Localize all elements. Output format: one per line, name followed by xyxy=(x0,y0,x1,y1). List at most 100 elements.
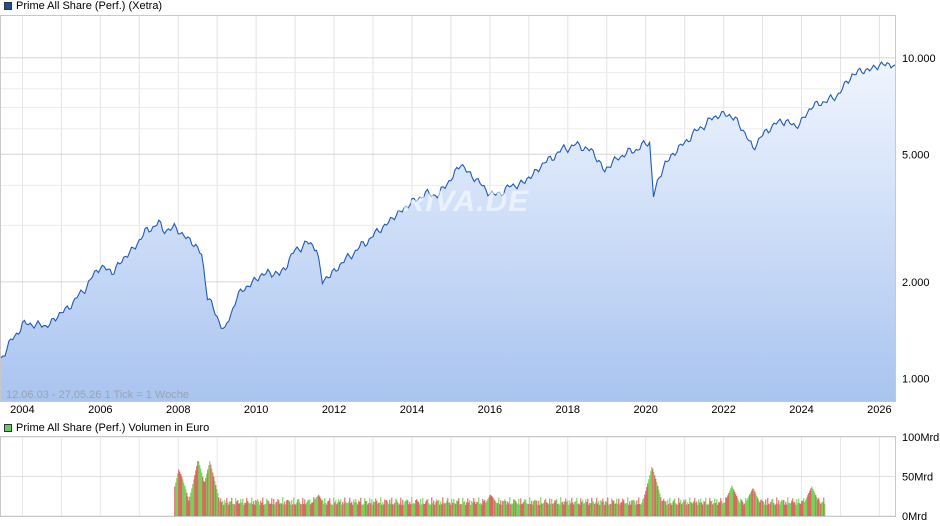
volume-bar xyxy=(670,503,672,516)
volume-bar xyxy=(270,503,272,516)
price-panel-frame xyxy=(0,15,896,402)
volume-bar xyxy=(702,504,704,516)
volume-bar xyxy=(372,504,374,516)
volume-bar xyxy=(388,504,390,516)
volume-bar xyxy=(449,502,451,516)
volume-bar xyxy=(808,493,810,516)
volume-bar xyxy=(775,504,777,516)
volume-bar xyxy=(201,472,203,516)
volume-bar xyxy=(650,471,652,516)
volume-bar xyxy=(715,502,717,516)
volume-bar xyxy=(785,501,787,516)
volume-bar xyxy=(798,498,800,516)
volume-bar xyxy=(368,502,370,516)
volume-bar xyxy=(218,497,220,516)
volume-bar xyxy=(322,499,324,516)
volume-bar xyxy=(373,501,375,516)
volume-bar xyxy=(313,497,315,516)
volume-bar xyxy=(721,501,723,516)
volume-bar xyxy=(822,501,824,516)
volume-bar xyxy=(393,504,395,516)
volume-bar xyxy=(375,498,377,516)
volume-bar xyxy=(810,488,812,516)
volume-bar xyxy=(460,504,462,516)
volume-bar xyxy=(621,502,623,516)
volume-bar xyxy=(779,504,781,516)
volume-bar xyxy=(561,502,563,516)
volume-bar xyxy=(214,480,216,516)
volume-bar xyxy=(335,500,337,516)
volume-bar xyxy=(306,502,308,516)
volume-bar xyxy=(819,501,821,516)
volume-bar xyxy=(684,501,686,516)
volume-bar xyxy=(190,492,192,516)
volume-bar xyxy=(495,501,497,516)
volume-bar xyxy=(316,496,318,516)
volume-bar xyxy=(733,489,735,516)
volume-bar xyxy=(291,500,293,516)
volume-bar xyxy=(425,501,427,516)
volume-bar xyxy=(652,468,654,516)
volume-bar xyxy=(418,502,420,516)
volume-bar xyxy=(229,501,231,516)
volume-bar xyxy=(417,501,419,516)
volume-bar xyxy=(700,498,702,516)
volume-bar xyxy=(370,503,372,516)
volume-bar xyxy=(770,501,772,516)
volume-bar xyxy=(468,502,470,516)
volume-bar xyxy=(355,498,357,516)
volume-bar xyxy=(638,497,640,516)
volume-bar xyxy=(343,503,345,516)
volume-bar xyxy=(244,502,246,516)
volume-bar xyxy=(526,503,528,516)
volume-bar xyxy=(336,504,338,516)
volume-bar xyxy=(307,500,309,516)
volume-bar xyxy=(760,499,762,516)
volume-bar xyxy=(675,503,677,516)
volume-bar xyxy=(588,504,590,516)
volume-bar xyxy=(415,500,417,516)
volume-bar xyxy=(585,499,587,516)
volume-bar xyxy=(599,504,601,516)
volume-bar xyxy=(518,498,520,516)
volume-bar xyxy=(727,495,729,516)
volume-bar xyxy=(734,491,736,516)
volume-bar xyxy=(590,503,592,516)
volume-bar xyxy=(348,501,350,516)
volume-bar xyxy=(545,498,547,516)
volume-bar xyxy=(347,503,349,516)
volume-bar xyxy=(184,485,186,516)
x-tick-label: 2024 xyxy=(789,404,813,416)
price-legend-label: Prime All Share (Perf.) (Xetra) xyxy=(16,0,163,12)
volume-bar xyxy=(746,500,748,516)
volume-bar xyxy=(299,502,301,516)
volume-bar xyxy=(485,502,487,516)
volume-bar xyxy=(553,503,555,516)
volume-bar xyxy=(479,504,481,516)
volume-bar xyxy=(759,502,761,516)
volume-bar xyxy=(220,498,222,516)
volume-bar xyxy=(539,504,541,516)
volume-bar xyxy=(300,504,302,516)
volume-bar xyxy=(476,502,478,516)
volume-bar xyxy=(498,497,500,516)
volume-bar xyxy=(443,502,445,516)
x-tick-label: 2012 xyxy=(322,404,346,416)
y-tick-label: 2.000 xyxy=(902,277,930,289)
volume-bar xyxy=(781,499,783,516)
volume-bar xyxy=(396,499,398,516)
volume-bar xyxy=(442,497,444,516)
volume-bar xyxy=(686,504,688,516)
volume-bar xyxy=(542,503,544,516)
x-tick-label: 2008 xyxy=(166,404,190,416)
volume-bar xyxy=(454,503,456,516)
volume-bar xyxy=(281,503,283,516)
volume-bar xyxy=(491,496,493,516)
volume-bar xyxy=(209,461,211,516)
volume-bar xyxy=(793,502,795,516)
volume-bar xyxy=(824,503,826,516)
volume-bar xyxy=(662,500,664,516)
volume-bar xyxy=(672,501,674,516)
volume-bar xyxy=(555,500,557,516)
volume-bar xyxy=(656,482,658,516)
